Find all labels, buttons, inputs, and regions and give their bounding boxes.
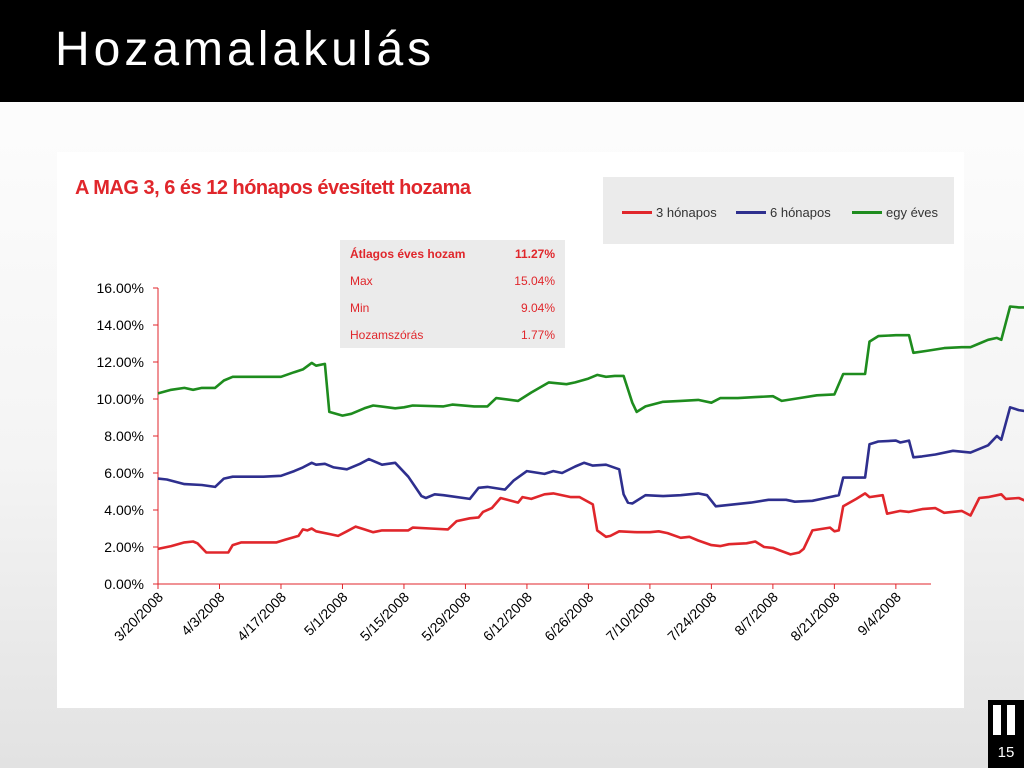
series-line-0 [157,492,1024,556]
y-tick-label: 6.00% [104,465,144,481]
x-tick-label: 5/1/2008 [301,589,351,639]
logo-mark-icon [993,705,1019,735]
stats-label: Min [350,300,370,315]
legend-swatch-3-month [622,211,652,214]
page-number: 15 [997,744,1015,761]
y-tick-label: 4.00% [104,502,144,518]
chart-legend [603,177,954,244]
x-tick-label: 6/12/2008 [480,589,536,645]
series-line-2 [157,305,1024,417]
stats-value: 11.27% [514,246,555,261]
y-tick-label: 2.00% [104,539,144,555]
x-tick-label: 7/10/2008 [603,589,659,645]
legend-label-1-year: egy éves [886,205,939,220]
legend-item-1-year: egy éves [852,205,938,220]
x-tick-label: 8/7/2008 [731,589,781,639]
stats-table: Átlagos éves hozam 11.27% Max 15.04% Min… [340,240,565,348]
legend-swatch-1-year [852,211,882,214]
y-tick-label: 0.00% [104,576,144,592]
stats-label: Max [350,273,373,288]
y-tick-label: 12.00% [97,354,144,370]
y-tick-label: 10.00% [97,391,144,407]
y-tick-label: 8.00% [104,428,144,444]
stats-row-max: Max 15.04% [340,267,565,294]
slide-title: Hozamalakulás [55,23,436,76]
stats-row-stdev: Hozamszórás 1.77% [340,321,565,348]
stats-value: 15.04% [514,273,555,288]
legend-label-6-month: 6 hónapos [770,205,831,220]
x-tick-label: 6/26/2008 [541,589,597,645]
x-tick-label: 4/17/2008 [234,589,290,645]
legend-label-3-month: 3 hónapos [656,205,717,220]
chart-title: A MAG 3, 6 és 12 hónapos évesített hozam… [75,177,471,199]
stats-label: Hozamszórás [350,327,424,342]
slide-header: Hozamalakulás [0,0,1024,102]
x-tick-label: 5/29/2008 [418,589,474,645]
legend-swatch-6-month [736,211,766,214]
legend-item-6-month: 6 hónapos [736,205,831,220]
stats-row-min: Min 9.04% [340,294,565,321]
series-line-1 [157,405,1024,508]
stats-label: Átlagos éves hozam [350,246,466,261]
stats-row-average: Átlagos éves hozam 11.27% [340,240,565,267]
x-tick-label: 8/21/2008 [787,589,843,645]
x-tick-label: 3/20/2008 [111,589,167,645]
x-tick-label: 7/24/2008 [664,589,720,645]
stats-value: 1.77% [520,327,555,342]
x-tick-label: 9/4/2008 [854,589,904,639]
stats-value: 9.04% [520,300,555,315]
y-tick-label: 14.00% [97,317,144,333]
y-tick-label: 16.00% [97,280,144,296]
brand-logo: 15 [988,700,1024,768]
x-tick-label: 4/3/2008 [178,589,228,639]
x-tick-label: 5/15/2008 [357,589,413,645]
legend-item-3-month: 3 hónapos [622,205,717,220]
